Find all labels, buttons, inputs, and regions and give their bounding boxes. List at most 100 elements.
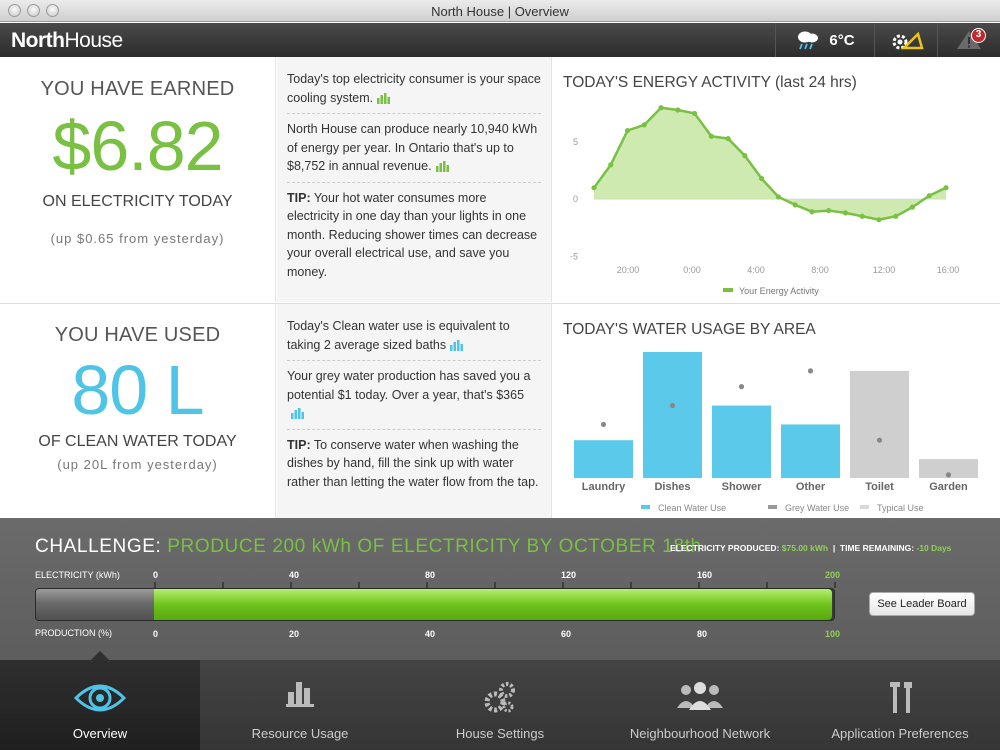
tab-overview[interactable]: Overview (0, 660, 200, 750)
energy-point (943, 185, 949, 191)
typical-use-point (669, 402, 676, 409)
energy-point (725, 135, 731, 142)
tab-label: Overview (72, 726, 128, 741)
scale-tick (494, 582, 496, 588)
tab-application-preferences[interactable]: Application Preferences (800, 660, 1000, 750)
tab-label: House Settings (455, 726, 545, 741)
scale-tick (766, 582, 768, 588)
zoom-window-button[interactable] (46, 4, 59, 17)
app-header: NorthHouse 6°C 3 (0, 23, 1000, 57)
bar-chart-icon[interactable] (291, 408, 304, 420)
clean-water-bar (643, 352, 702, 478)
tab-resource-usage[interactable]: Resource Usage (200, 660, 400, 750)
grey-water-bar (919, 459, 978, 478)
x-tick-label: 8:00 (811, 265, 829, 275)
sun-tools-icon (892, 31, 924, 50)
electricity-tick-label: 40 (289, 570, 300, 580)
scale-tick (698, 582, 700, 588)
category-label: Shower (722, 481, 762, 493)
challenge-goal: PRODUCE 200 kWh OF ELECTRICITY BY OCTOBE… (167, 536, 702, 557)
earnings-amount: $6.82 (52, 107, 223, 185)
energy-line (592, 106, 947, 221)
energy-chart-panel: TODAY'S ENERGY ACTIVITY (last 24 hrs) 5 0… (553, 57, 1000, 302)
production-tick-label: 0 (153, 629, 159, 639)
electricity-tick-label: 200 (825, 570, 841, 580)
legend-swatch (768, 505, 777, 509)
energy-point (759, 175, 765, 182)
category-label: Laundry (582, 481, 626, 493)
production-tick-label: 100 (825, 629, 841, 639)
tip-item: TIP: To conserve water when washing the … (287, 437, 539, 489)
tip-item: TIP: Your hot water consumes more electr… (287, 190, 538, 279)
energy-point (842, 210, 849, 216)
electricity-axis-label: ELECTRICITY (kWh) (35, 570, 120, 580)
rain-cloud-icon (798, 31, 819, 50)
fact-item: North House can produce nearly 10,940 kW… (287, 114, 541, 183)
energy-point (608, 162, 614, 168)
window-title: North House | Overview (431, 4, 569, 19)
legend-swatch (723, 288, 733, 292)
challenge-stats: ELECTRICITY PRODUCED: $75.00 kWh | TIME … (670, 543, 952, 553)
category-label: Toilet (865, 481, 894, 493)
y-tick-label: 0 (573, 194, 578, 204)
water-subheading: OF CLEAN WATER TODAY (38, 433, 237, 450)
water-section: YOU HAVE USED 80 L OF CLEAN WATER TODAY … (0, 303, 1000, 518)
energy-point (591, 185, 597, 191)
energy-chart-title: TODAY'S ENERGY ACTIVITY (last 24 hrs) (563, 74, 857, 91)
production-axis-label: PRODUCTION (%) (35, 628, 112, 638)
production-tick-label: 20 (289, 629, 300, 639)
alerts-button[interactable]: 3 (937, 23, 1000, 57)
fact-item: Today's Clean water use is equivalent to… (287, 311, 541, 361)
legend-label: Your Energy Activity (739, 286, 819, 296)
legend-label: Grey Water Use (785, 503, 849, 513)
scale-tick (426, 582, 428, 588)
water-facts: Today's Clean water use is equivalent to… (277, 304, 552, 518)
tab-label: Resource Usage (251, 726, 349, 741)
tab-neighbourhood-network[interactable]: Neighbourhood Network (600, 660, 800, 750)
electricity-tick-label: 160 (697, 570, 713, 580)
clean-water-bar (781, 424, 840, 478)
scale-tick (834, 582, 836, 588)
close-window-button[interactable] (8, 4, 21, 17)
bar-chart-icon[interactable] (450, 339, 464, 351)
tab-label: Application Preferences (831, 726, 969, 741)
scale-tick (562, 582, 564, 588)
active-tab-pointer (90, 651, 110, 661)
bar-chart-icon (286, 682, 314, 707)
earnings-heading: YOU HAVE EARNED (40, 78, 235, 100)
scale-tick (358, 582, 360, 588)
production-tick-label: 60 (561, 629, 572, 639)
settings-tools-button[interactable] (874, 23, 937, 57)
energy-point (691, 110, 698, 117)
production-tick-label: 80 (697, 629, 708, 639)
fact-item: Your grey water production has saved you… (287, 361, 541, 430)
legend-label: Clean Water Use (658, 503, 726, 513)
challenge-title: CHALLENGE: PRODUCE 200 kWh OF ELECTRICIT… (35, 536, 702, 558)
earnings-subheading: ON ELECTRICITY TODAY (42, 193, 233, 210)
category-label: Garden (929, 481, 968, 493)
tab-house-settings[interactable]: House Settings (400, 660, 600, 750)
energy-point (775, 194, 781, 200)
water-heading: YOU HAVE USED (54, 324, 221, 346)
minimize-window-button[interactable] (27, 4, 40, 17)
y-tick-label: -5 (570, 251, 578, 261)
energy-point (641, 122, 647, 128)
tab-label: Neighbourhood Network (629, 726, 771, 741)
weather-widget[interactable]: 6°C (775, 23, 874, 57)
electricity-tick-label: 120 (561, 570, 577, 580)
energy-point (859, 213, 865, 219)
electricity-tick-label: 80 (425, 570, 436, 580)
bar-chart-icon[interactable] (377, 92, 391, 104)
alert-count-badge: 3 (971, 28, 986, 43)
typical-use-point (600, 421, 607, 428)
leader-board-button[interactable]: See Leader Board (869, 592, 975, 616)
progress-fill (154, 589, 832, 620)
x-tick-label: 4:00 (747, 265, 765, 275)
window-titlebar: North House | Overview (0, 0, 1000, 22)
x-tick-label: 12:00 (873, 265, 896, 275)
energy-point (658, 105, 664, 111)
x-tick-label: 16:00 (937, 265, 960, 275)
water-note: (up 20L from yesterday) (57, 457, 218, 472)
bar-chart-icon[interactable] (435, 161, 449, 173)
brand-logo: NorthHouse (11, 29, 123, 52)
